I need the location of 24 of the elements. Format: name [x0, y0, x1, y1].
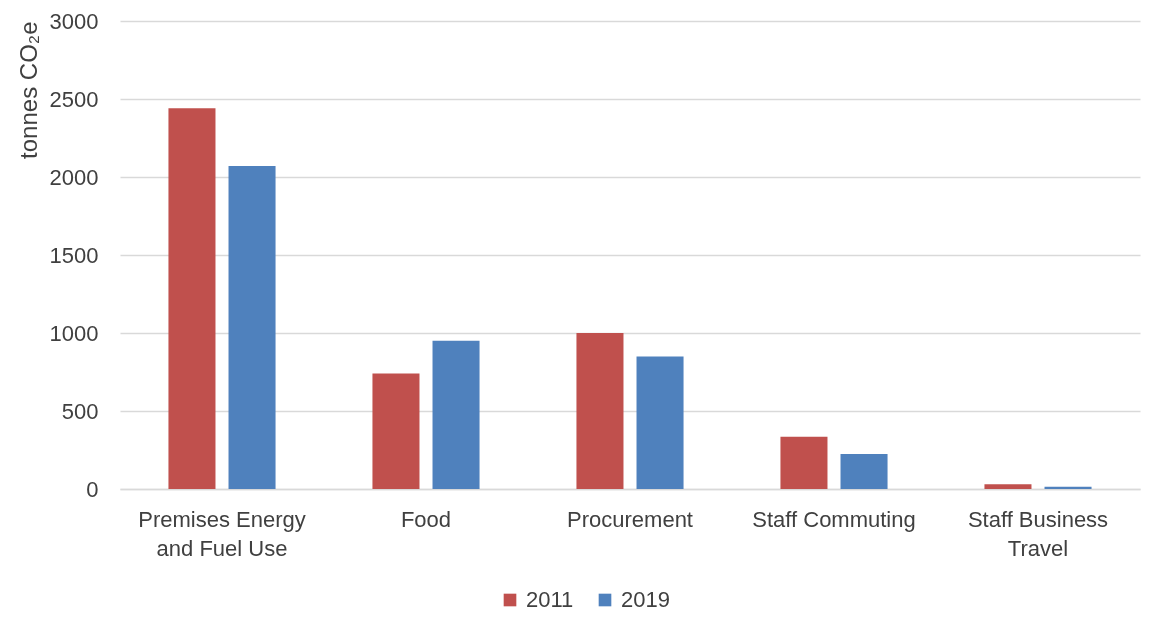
y-tick-label: 1500: [49, 242, 99, 268]
bar: [228, 166, 276, 489]
y-tick-label: 2000: [49, 164, 99, 190]
bar: [984, 484, 1032, 489]
y-tick-label: 0: [86, 476, 99, 502]
legend-label: 2019: [621, 587, 670, 612]
bar: [636, 356, 684, 489]
y-tick-label: 3000: [49, 8, 99, 34]
bar: [576, 333, 624, 489]
y-tick-label: 1000: [49, 320, 99, 346]
bar: [432, 340, 480, 489]
x-tick-label: Staff Business Travel: [967, 506, 1109, 561]
bar: [372, 373, 420, 489]
bar: [780, 436, 828, 489]
y-tick-label: 500: [61, 398, 99, 424]
legend-label: 2011: [526, 587, 574, 612]
y-tick-label: 2500: [49, 86, 99, 112]
y-axis-title: tonnes CO₂e: [14, 21, 42, 159]
x-tick-label: Procurement: [567, 506, 693, 532]
x-tick-label: Staff Commuting: [752, 506, 916, 532]
bar: [168, 108, 216, 489]
bar: [840, 453, 888, 489]
x-tick-label: Premises Energy and Fuel Use: [138, 506, 306, 561]
x-tick-label: Food: [400, 506, 452, 532]
